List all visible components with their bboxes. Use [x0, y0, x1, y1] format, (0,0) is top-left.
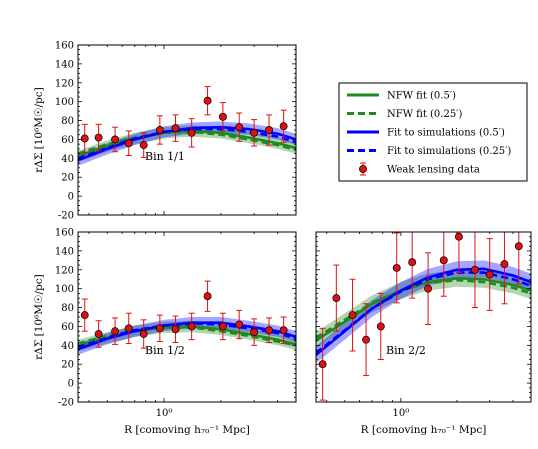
data-point [187, 128, 196, 137]
y-tick-label: 0 [68, 379, 74, 390]
data-point [265, 126, 274, 134]
y-tick-label: -20 [58, 211, 74, 222]
data-point [485, 270, 494, 279]
panels: -20 0 20 40 60 80 100 120 140 160 rΔΣ [10⁶M☉/pc] Bi… [33, 41, 532, 436]
data-point [250, 328, 259, 337]
x-axis-label: R [comoving h₇₀⁻¹ Mpc] [361, 424, 487, 436]
y-tick-label: 60 [61, 322, 74, 333]
data-point [218, 112, 227, 121]
data-point [362, 335, 370, 344]
data-point [203, 96, 212, 105]
data-point [332, 294, 341, 303]
data-point [424, 284, 433, 293]
y-axis-label: rΔΣ [10⁶M☉/pc] [33, 274, 45, 359]
y-axis-label: rΔΣ [10⁶M☉/pc] [33, 87, 45, 172]
x-tick-label: 10⁰ [393, 408, 410, 419]
y-tick-label: -20 [58, 398, 74, 409]
data-point [124, 324, 133, 333]
data-point [80, 311, 89, 320]
legend-label: Fit to simulations (0.5′) [387, 128, 505, 139]
data-point [94, 330, 103, 338]
axes-frame [77, 231, 297, 403]
data-point [203, 292, 212, 301]
data-point [171, 325, 180, 334]
legend-label: Fit to simulations (0.25′) [387, 146, 511, 157]
data-point [111, 327, 120, 336]
plot-area [78, 280, 296, 355]
legend: NFW fit (0.5′) NFW fit (0.25′) Fit to simu… [338, 82, 528, 182]
data-point [94, 133, 103, 142]
y-tick-label: 160 [55, 41, 74, 52]
y-tick-label: 60 [61, 135, 74, 146]
legend-marker [359, 165, 367, 173]
data-point [279, 122, 288, 131]
data-point [139, 330, 148, 338]
data-point [348, 311, 357, 320]
y-tick-label: 40 [61, 341, 74, 352]
x-tick-label: 10⁰ [156, 408, 173, 419]
data-point [218, 322, 227, 331]
panel-2: -20 0 20 40 60 80 100 120 140 160 10⁰ R [comoving h… [33, 228, 297, 436]
data-point [80, 134, 89, 143]
data-point [235, 123, 244, 132]
data-point [471, 265, 479, 274]
plot-area [316, 232, 531, 401]
y-tick-label: 120 [55, 265, 74, 276]
uncertainty-band [316, 269, 531, 350]
bin-label: Bin 1/1 [145, 150, 185, 163]
data-point [500, 260, 509, 269]
y-tick-label: 20 [61, 360, 74, 371]
data-point [111, 135, 120, 144]
panel-3: 10⁰ R [comoving h₇₀⁻¹ Mpc] Bin 2/2 [315, 231, 532, 436]
data-point [408, 258, 417, 267]
y-tick-label: 80 [61, 116, 74, 127]
y-tick-label: 0 [68, 192, 74, 203]
y-tick-label: 140 [55, 246, 74, 257]
y-tick-label: 100 [55, 284, 74, 295]
data-point [250, 128, 259, 137]
plot-area [78, 86, 296, 166]
data-point [514, 242, 523, 251]
y-tick-label: 120 [55, 78, 74, 89]
data-point [155, 324, 164, 333]
y-tick-label: 80 [61, 303, 74, 314]
uncertainty-band [78, 121, 296, 166]
data-point [139, 141, 148, 150]
data-point [454, 232, 463, 241]
legend-label: NFW fit (0.5′) [387, 91, 456, 102]
data-point [439, 256, 448, 265]
data-point [318, 360, 327, 369]
data-point [279, 326, 288, 335]
bin-label: Bin 2/2 [386, 344, 426, 357]
y-tick-label: 40 [61, 154, 74, 165]
y-tick-label: 160 [55, 228, 74, 239]
data-point [376, 322, 385, 331]
data-point [171, 124, 180, 133]
data-point [392, 263, 401, 272]
y-tick-label: 140 [55, 59, 74, 70]
legend-label: NFW fit (0.25′) [387, 109, 462, 120]
y-tick-label: 100 [55, 97, 74, 108]
data-point [235, 320, 244, 329]
y-tick-label: 20 [61, 173, 74, 184]
x-axis-label: R [comoving h₇₀⁻¹ Mpc] [124, 424, 250, 436]
legend-label: Weak lensing data [387, 165, 480, 176]
data-point [265, 326, 274, 335]
data-point [124, 139, 133, 148]
uncertainty-band [78, 125, 296, 163]
data-point [187, 322, 196, 331]
panel-1: -20 0 20 40 60 80 100 120 140 160 rΔΣ [10⁶M☉/pc] Bi… [33, 41, 297, 222]
bin-label: Bin 1/2 [145, 344, 185, 357]
data-point [155, 126, 164, 134]
